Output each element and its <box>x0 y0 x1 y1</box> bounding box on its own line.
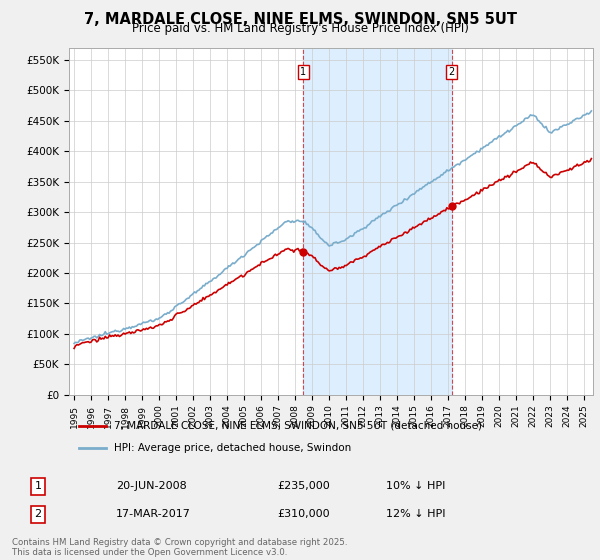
Text: £310,000: £310,000 <box>277 510 329 519</box>
Text: 12% ↓ HPI: 12% ↓ HPI <box>386 510 446 519</box>
Text: 2: 2 <box>34 510 41 519</box>
Text: 1: 1 <box>300 67 306 77</box>
Text: £235,000: £235,000 <box>277 482 330 491</box>
Text: 17-MAR-2017: 17-MAR-2017 <box>116 510 191 519</box>
Bar <box>303 48 452 395</box>
Text: HPI: Average price, detached house, Swindon: HPI: Average price, detached house, Swin… <box>113 444 351 454</box>
Text: 7, MARDALE CLOSE, NINE ELMS, SWINDON, SN5 5UT (detached house): 7, MARDALE CLOSE, NINE ELMS, SWINDON, SN… <box>113 421 482 431</box>
Text: Price paid vs. HM Land Registry's House Price Index (HPI): Price paid vs. HM Land Registry's House … <box>131 22 469 35</box>
Text: 7, MARDALE CLOSE, NINE ELMS, SWINDON, SN5 5UT: 7, MARDALE CLOSE, NINE ELMS, SWINDON, SN… <box>83 12 517 27</box>
Text: 2: 2 <box>449 67 455 77</box>
Text: 10% ↓ HPI: 10% ↓ HPI <box>386 482 446 491</box>
Text: 1: 1 <box>34 482 41 491</box>
Text: Contains HM Land Registry data © Crown copyright and database right 2025.
This d: Contains HM Land Registry data © Crown c… <box>12 538 347 557</box>
Text: 20-JUN-2008: 20-JUN-2008 <box>116 482 187 491</box>
